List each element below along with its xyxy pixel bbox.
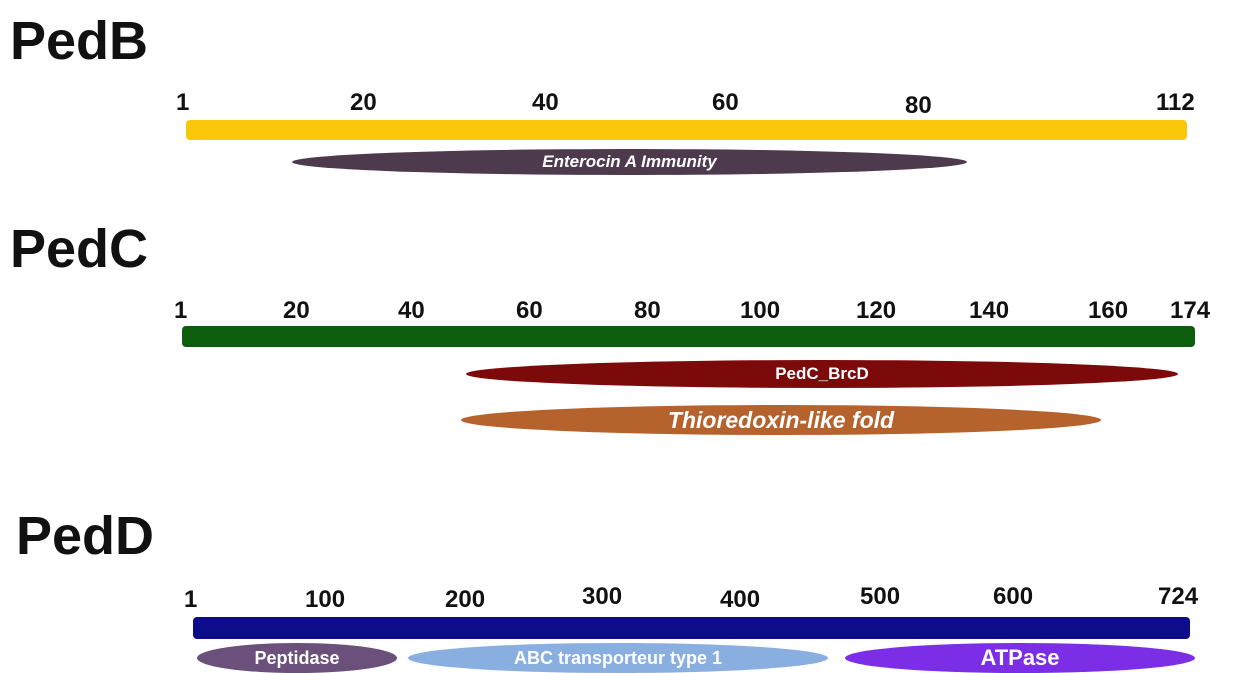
pedb-tick-80: 80 [905,92,932,119]
pedc-domain-pedc-brcd: PedC_BrcD [466,360,1178,388]
pedc-tick-40: 40 [398,297,425,324]
pedd-tick-724: 724 [1158,583,1199,610]
pedc-tick-160: 160 [1088,297,1129,324]
pedd-domain-atpase: ATPase [845,643,1195,673]
pedc-tick-140: 140 [969,297,1010,324]
pedd-tick-300: 300 [582,583,623,610]
pedb-title: PedB [10,11,149,71]
pedb-tick-60: 60 [712,89,739,116]
pedc-tick-100: 100 [740,297,781,324]
pedc-tick-120: 120 [856,297,897,324]
pedb-tick-112: 112 [1156,89,1195,116]
pedd-tick-400: 400 [720,586,761,613]
pedd-tick-1: 1 [184,586,198,613]
pedd-tick-200: 200 [445,586,486,613]
pedd-domain-peptidase: Peptidase [197,643,397,673]
pedb-tick-20: 20 [350,89,377,116]
pedc-tick-174: 174 [1170,297,1211,324]
pedd-domain-abc-transporter: ABC transporteur type 1 [408,643,828,673]
pedd-sequence-bar [193,617,1190,639]
pedd-title: PedD [16,506,155,566]
pedb-tick-40: 40 [532,89,559,116]
pedc-tick-80: 80 [634,297,661,324]
pedb-domain-enterocin: Enterocin A Immunity [292,149,967,175]
pedc-tick-60: 60 [516,297,543,324]
pedb-sequence-bar [186,120,1187,140]
pedc-domain-thioredoxin: Thioredoxin-like fold [461,405,1101,435]
pedd-tick-600: 600 [993,583,1034,610]
pedd-tick-500: 500 [860,583,901,610]
pedc-tick-20: 20 [283,297,310,324]
pedc-title: PedC [10,219,149,279]
pedb-tick-1: 1 [176,89,190,116]
pedc-tick-1: 1 [174,297,188,324]
pedd-tick-100: 100 [305,586,346,613]
pedc-sequence-bar [182,326,1195,347]
